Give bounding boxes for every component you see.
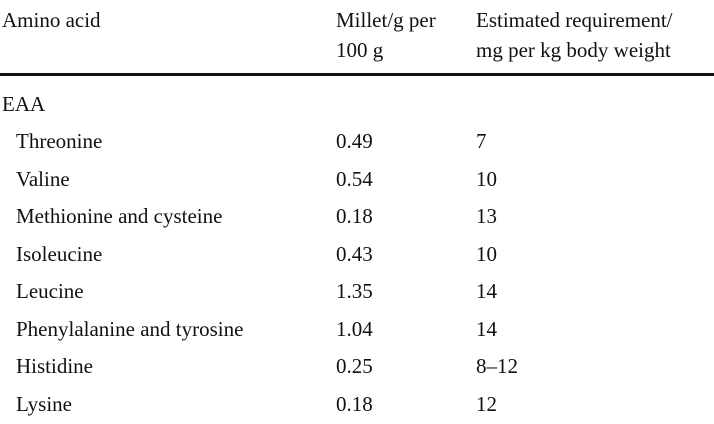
table-cell: Valine xyxy=(16,166,70,191)
header-rule xyxy=(0,73,714,76)
table-cell: 14 xyxy=(476,316,497,341)
table-cell: 1.35 xyxy=(336,279,373,303)
header-cell: 100 g xyxy=(336,38,384,62)
table-cell: Leucine xyxy=(16,279,84,303)
table-cell: 0.25 xyxy=(336,354,373,378)
table-cell: Phenylalanine and tyrosine xyxy=(16,316,244,341)
table-cell: Histidine xyxy=(16,354,93,378)
table-cell: Methionine and cysteine xyxy=(16,204,223,228)
table-cell: 0.18 xyxy=(336,391,373,416)
table-cell: Isoleucine xyxy=(16,241,103,266)
section-label: EAA xyxy=(2,92,46,116)
header-cell: Amino acid xyxy=(2,8,101,32)
table-cell: 8–12 xyxy=(476,354,518,378)
table-cell: 1.04 xyxy=(336,316,373,341)
table-cell: 13 xyxy=(476,204,497,228)
table-cell: 0.49 xyxy=(336,129,373,153)
table-cell: 0.43 xyxy=(336,241,373,266)
header-cell: mg per kg body weight xyxy=(476,38,671,62)
table-cell: Lysine xyxy=(16,391,72,416)
table-cell: 7 xyxy=(476,129,487,153)
table-cell: 14 xyxy=(476,279,497,303)
table-cell: 0.54 xyxy=(336,166,373,191)
table-cell: 10 xyxy=(476,166,497,191)
table-cell: 10 xyxy=(476,241,497,266)
header-cell: Millet/g per xyxy=(336,8,436,32)
table-cell: 0.18 xyxy=(336,204,373,228)
table-cell: 12 xyxy=(476,391,497,416)
header-cell: Estimated requirement/ xyxy=(476,8,673,32)
table-cell: Threonine xyxy=(16,129,103,153)
